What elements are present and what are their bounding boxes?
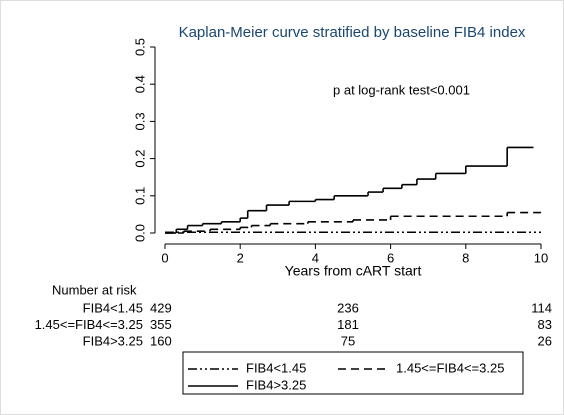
legend-label: FIB4<1.45 [246,360,306,375]
x-axis-label: Years from cART start [285,263,422,279]
risk-row-label: 1.45<=FIB4<=3.25 [35,317,143,332]
y-tick-label: 0.3 [132,112,147,130]
risk-count: 114 [531,300,552,315]
risk-count: 75 [341,333,355,348]
y-tick-label: 0.4 [132,75,147,93]
risk-count: 160 [150,333,172,348]
legend-label: 1.45<=FIB4<=3.25 [396,360,504,375]
x-tick-label: 4 [312,250,319,265]
x-tick-label: 10 [534,250,548,265]
legend-label: FIB4>3.25 [246,377,306,392]
y-tick-label: 0.1 [132,187,147,205]
risk-count: 26 [538,333,552,348]
y-tick-label: 0.2 [132,150,147,168]
x-tick-label: 8 [462,250,469,265]
risk-count: 429 [150,300,172,315]
risk-row-label: FIB4<1.45 [83,300,143,315]
x-tick-label: 6 [387,250,394,265]
risk-count: 181 [337,317,359,332]
y-tick-label: 0.0 [132,224,147,242]
chart-title: Kaplan-Meier curve stratified by baselin… [179,24,526,41]
risk-title: Number at risk [52,282,137,297]
x-tick-label: 2 [237,250,244,265]
y-tick-label: 0.5 [132,38,147,56]
risk-row-label: FIB4>3.25 [83,333,143,348]
annotation: p at log-rank test<0.001 [333,82,470,97]
risk-count: 236 [337,300,359,315]
risk-count: 355 [150,317,172,332]
risk-count: 83 [538,317,552,332]
legend [182,351,524,395]
x-tick-label: 0 [161,250,168,265]
